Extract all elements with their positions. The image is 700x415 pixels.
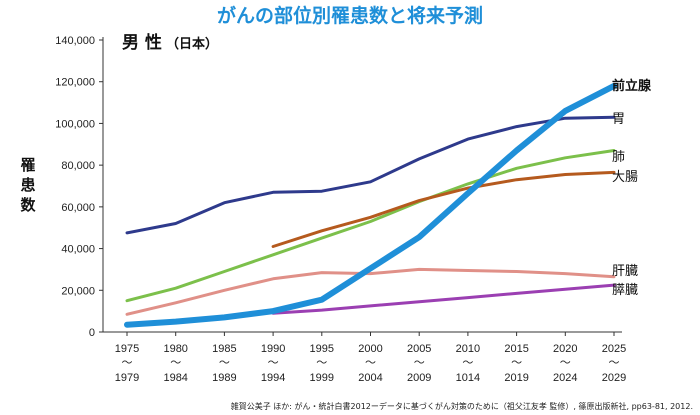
x-tick-label-separator: 〜 [219,357,230,369]
y-tick-label: 60,000 [61,202,95,214]
series-line-大腸 [271,170,616,248]
x-tick-label-end: 2019 [504,372,528,384]
series-label-肝臓: 肝臓 [612,264,638,279]
series-layer [124,82,617,328]
x-tick-label-separator: 〜 [170,357,181,369]
y-axis-label-char: 罹 [20,156,35,174]
x-tick-label-separator: 〜 [316,357,327,369]
series-label-大腸: 大腸 [612,170,638,185]
x-tick-label-separator: 〜 [511,357,522,369]
x-tick-label-separator: 〜 [122,357,133,369]
x-tick-label-start: 2015 [504,343,528,355]
x-tick-label-start: 2010 [456,343,480,355]
series-line-肺 [125,149,616,303]
x-tick-label-end: 1994 [261,372,285,384]
x-tick-label-separator: 〜 [462,357,473,369]
y-tick-label: 100,000 [55,118,95,130]
y-tick-label: 40,000 [61,244,95,256]
y-tick-label: 20,000 [61,285,95,297]
y-axis-label: 罹患数 [20,156,36,214]
y-tick-label: 140,000 [55,35,95,47]
x-tick-label-start: 1985 [212,343,236,355]
x-tick-label-separator: 〜 [268,357,279,369]
x-tick-label-start: 2005 [407,343,431,355]
axes: 0 20,000 40,000 60,000 80,000 100,000 120,000 1… [55,35,626,384]
x-tick-label-start: 2025 [602,343,626,355]
y-axis-label-char: 患 [20,176,35,194]
x-tick-label-separator: 〜 [560,357,571,369]
x-tick-label-separator: 〜 [414,357,425,369]
series-line-胃 [125,115,616,235]
x-tick-label-start: 1980 [163,343,187,355]
x-tick-label-start: 1995 [310,343,334,355]
y-tick-label: 80,000 [61,160,95,172]
series-label-膵臓: 膵臓 [612,283,638,298]
x-tick-label-start: 1975 [115,343,139,355]
x-tick-label-separator: 〜 [365,357,376,369]
series-line-膵臓 [271,283,616,315]
y-axis-label-char: 数 [20,196,36,214]
x-tick-label-end: 1984 [163,372,187,384]
chart-subtitle-sub: （日本） [166,36,218,52]
x-tick-label-end: 2009 [407,372,431,384]
x-tick-label-end: 1014 [456,372,480,384]
source-note: 雑賀公美子 ほか: がん・統計白書2012ーデータに基づくがん対策のために（祖父… [231,401,693,411]
y-tick-label: 120,000 [55,77,95,89]
x-tick-label-start: 2000 [358,343,382,355]
x-tick-label-end: 1999 [310,372,334,384]
x-tick-label-end: 2029 [602,372,626,384]
chart-title: がんの部位別罹患数と将来予測 [217,4,483,27]
series-line-前立腺 [124,82,617,328]
series-label-前立腺: 前立腺 [612,78,652,94]
x-tick-label-end: 1979 [115,372,139,384]
x-tick-label-end: 1989 [212,372,236,384]
x-tick-label-separator: 〜 [609,357,620,369]
x-tick-label-end: 2004 [358,372,382,384]
series-line-肝臓 [125,267,616,316]
x-tick-label-start: 1990 [261,343,285,355]
y-tick-label: 0 [89,327,95,339]
x-tick-label-end: 2024 [553,372,577,384]
series-label-肺: 肺 [612,150,625,165]
x-tick-label-start: 2020 [553,343,577,355]
chart-subtitle-main: 男 性 [122,32,162,53]
series-label-胃: 胃 [612,112,625,127]
